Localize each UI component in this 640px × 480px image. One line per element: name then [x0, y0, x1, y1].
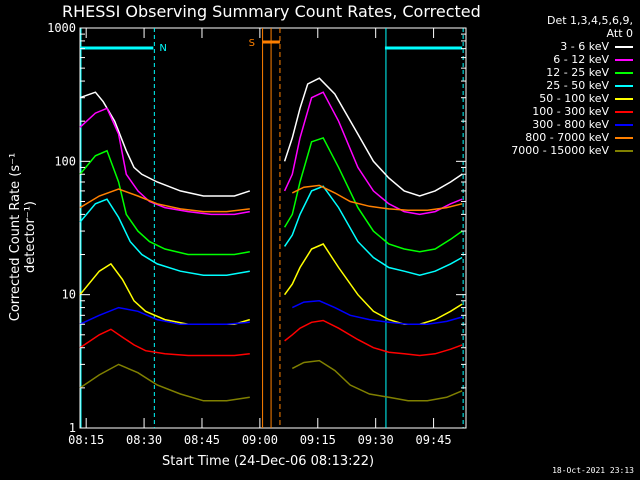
chart-title: RHESSI Observing Summary Count Rates, Co… [62, 2, 481, 21]
legend-label: 7000 - 15000 keV [511, 144, 609, 157]
legend-header-1: Det 1,3,4,5,6,9, [546, 14, 633, 27]
series-line [79, 91, 251, 197]
series-7 [79, 184, 463, 213]
y-tick-label: 10 [62, 288, 76, 302]
legend-label: 3 - 6 keV [560, 40, 609, 53]
series-line [291, 359, 463, 402]
plot-border [79, 27, 467, 429]
timestamp: 18-Oct-2021 23:13 [552, 466, 634, 475]
annotation-s: S [249, 38, 255, 49]
series-line [283, 77, 463, 197]
series-line [283, 136, 463, 253]
legend-label: 25 - 50 keV [546, 79, 609, 92]
series-line [79, 107, 250, 216]
legend-item: 25 - 50 keV [483, 79, 633, 92]
series-6 [79, 300, 463, 325]
x-tick-label: 09:45 [416, 433, 452, 447]
legend-item: 12 - 25 keV [483, 66, 633, 79]
legend-label: 100 - 300 keV [532, 105, 609, 118]
legend-label: 50 - 100 keV [539, 92, 609, 105]
legend-label: 800 - 7000 keV [525, 131, 609, 144]
legend-swatch [615, 84, 633, 87]
series-0 [79, 77, 463, 197]
legend: Det 1,3,4,5,6,9, Att 0 3 - 6 keV 6 - 12 k… [483, 14, 633, 157]
series-line [79, 149, 250, 256]
series-8 [79, 359, 463, 402]
x-tick-label: 09:00 [242, 433, 278, 447]
legend-swatch [615, 97, 633, 100]
x-tick-label: 09:15 [300, 433, 336, 447]
series-line [79, 363, 250, 402]
series-line [79, 188, 250, 213]
y-tick-label: 100 [54, 154, 76, 168]
y-tick-label: 1000 [47, 21, 76, 35]
legend-item: 6 - 12 keV [483, 53, 633, 66]
x-tick-label: 08:15 [68, 433, 104, 447]
series-line [283, 185, 463, 276]
series-line [291, 300, 463, 325]
legend-swatch [615, 58, 633, 61]
legend-swatch [615, 123, 633, 126]
x-axis-label: Start Time (24-Dec-06 08:13:22) [162, 454, 375, 469]
legend-label: 12 - 25 keV [546, 66, 609, 79]
legend-item: 3 - 6 keV [483, 40, 633, 53]
series-line [291, 184, 463, 211]
legend-label: 6 - 12 keV [553, 53, 609, 66]
legend-swatch [615, 71, 633, 74]
series-line [283, 243, 463, 325]
axis-ticks: 1 10 100 1000 08:15 08:30 08:45 09:00 09:15 09:30… [47, 21, 466, 447]
legend-swatch [615, 45, 633, 48]
legend-item: 800 - 7000 keV [483, 131, 633, 144]
legend-swatch [615, 110, 633, 113]
x-tick-label: 08:30 [126, 433, 162, 447]
series-3 [79, 185, 463, 276]
series-line [79, 306, 250, 325]
y-tick-label: 1 [69, 421, 76, 435]
legend-header-2: Att 0 [606, 27, 633, 40]
series-line [79, 328, 250, 357]
series-2 [79, 136, 463, 256]
plot-frame [79, 27, 467, 429]
series-line [79, 198, 250, 276]
legend-item: 300 - 800 keV [483, 118, 633, 131]
series-5 [79, 319, 463, 357]
series-line [79, 262, 251, 325]
series-line [284, 319, 463, 357]
legend-swatch [615, 136, 633, 139]
legend-swatch [615, 149, 633, 152]
x-tick-label: 08:45 [184, 433, 220, 447]
legend-label: 300 - 800 keV [532, 118, 609, 131]
legend-item: 100 - 300 keV [483, 105, 633, 118]
series-layer [79, 77, 463, 402]
x-tick-label: 09:30 [358, 433, 394, 447]
legend-item: 7000 - 15000 keV [483, 144, 633, 157]
series-line [283, 91, 463, 216]
y-axis-label: Corrected Count Rate (s⁻¹ detector⁻¹) [8, 152, 38, 322]
series-1 [79, 91, 463, 216]
annotation-n: N [159, 43, 166, 54]
legend-item: 50 - 100 keV [483, 92, 633, 105]
